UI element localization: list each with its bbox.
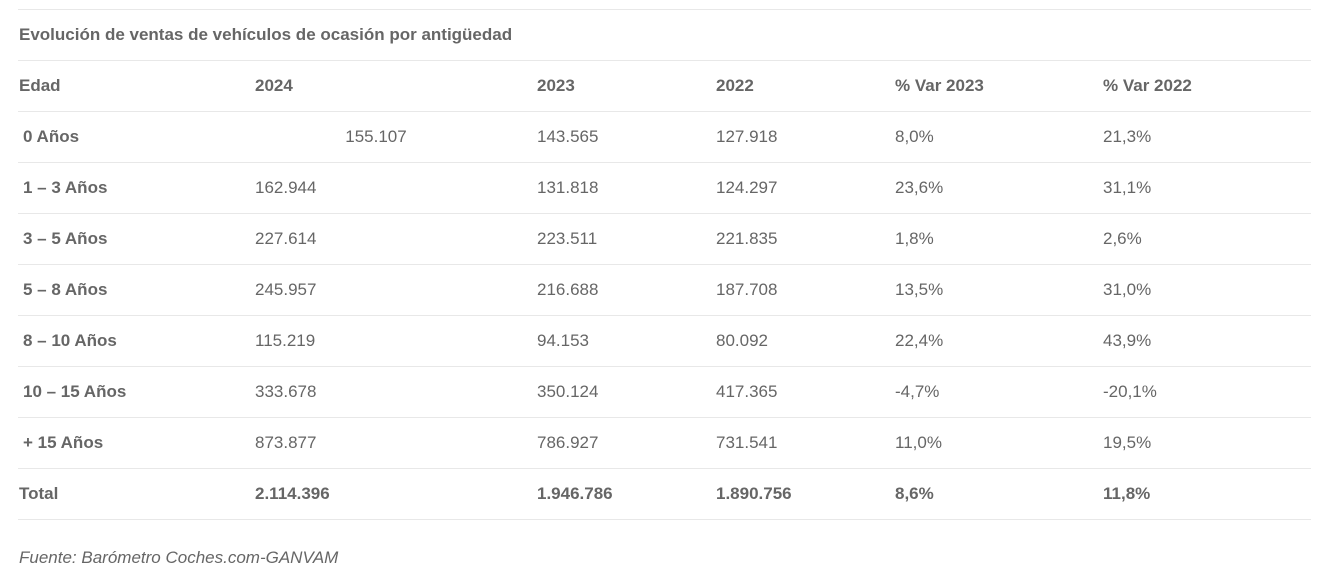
cell-var-2023: 13,5% — [895, 264, 1103, 316]
cell-var-2022: 31,0% — [1103, 264, 1312, 316]
cell-var-2023: 23,6% — [895, 162, 1103, 214]
total-2024: 2.114.396 — [255, 468, 537, 520]
row-age-label: 8 – 10 Años — [18, 315, 255, 367]
cell-2024: 227.614 — [255, 213, 537, 265]
sales-table-container: Evolución de ventas de vehículos de ocas… — [18, 9, 1312, 520]
cell-var-2023: 1,8% — [895, 213, 1103, 265]
total-var-2022: 11,8% — [1103, 468, 1312, 520]
cell-var-2022: 19,5% — [1103, 417, 1312, 469]
row-age-label: 10 – 15 Años — [18, 366, 255, 418]
cell-2024: 162.944 — [255, 162, 537, 214]
total-2022: 1.890.756 — [716, 468, 895, 520]
row-age-label: 1 – 3 Años — [18, 162, 255, 214]
cell-2022: 127.918 — [716, 111, 895, 163]
cell-2023: 223.511 — [537, 213, 716, 265]
cell-2023: 143.565 — [537, 111, 716, 163]
cell-2024: 245.957 — [255, 264, 537, 316]
cell-2023: 94.153 — [537, 315, 716, 367]
table-row: 10 – 15 Años 333.678 350.124 417.365 -4,… — [18, 366, 1312, 418]
cell-var-2022: 43,9% — [1103, 315, 1312, 367]
sales-by-age-table: Evolución de ventas de vehículos de ocas… — [18, 9, 1312, 520]
table-header-row: Edad 2024 2023 2022 % Var 2023 % Var 202… — [18, 60, 1312, 112]
cell-2023: 131.818 — [537, 162, 716, 214]
row-age-label: 0 Años — [18, 111, 255, 163]
table-row: 1 – 3 Años 162.944 131.818 124.297 23,6%… — [18, 162, 1312, 214]
cell-2023: 216.688 — [537, 264, 716, 316]
total-2023: 1.946.786 — [537, 468, 716, 520]
table-row: 5 – 8 Años 245.957 216.688 187.708 13,5%… — [18, 264, 1312, 316]
header-edad: Edad — [18, 60, 255, 112]
table-row: + 15 Años 873.877 786.927 731.541 11,0% … — [18, 417, 1312, 469]
header-2022: 2022 — [716, 60, 895, 112]
cell-2022: 80.092 — [716, 315, 895, 367]
row-age-label: + 15 Años — [18, 417, 255, 469]
cell-2022: 417.365 — [716, 366, 895, 418]
cell-var-2022: 21,3% — [1103, 111, 1312, 163]
cell-var-2022: 31,1% — [1103, 162, 1312, 214]
row-age-label: 5 – 8 Años — [18, 264, 255, 316]
cell-2022: 221.835 — [716, 213, 895, 265]
cell-2022: 731.541 — [716, 417, 895, 469]
cell-2022: 187.708 — [716, 264, 895, 316]
cell-var-2022: -20,1% — [1103, 366, 1312, 418]
cell-2024: 155.107 — [255, 111, 537, 163]
cell-var-2023: 8,0% — [895, 111, 1103, 163]
cell-2024: 333.678 — [255, 366, 537, 418]
table-row: 8 – 10 Años 115.219 94.153 80.092 22,4% … — [18, 315, 1312, 367]
row-age-label: 3 – 5 Años — [18, 213, 255, 265]
cell-var-2022: 2,6% — [1103, 213, 1312, 265]
cell-var-2023: 11,0% — [895, 417, 1103, 469]
cell-2023: 786.927 — [537, 417, 716, 469]
source-note: Fuente: Barómetro Coches.com-GANVAM — [19, 548, 339, 567]
table-total-row: Total 2.114.396 1.946.786 1.890.756 8,6%… — [18, 468, 1312, 520]
total-label: Total — [18, 468, 255, 520]
header-var-2023: % Var 2023 — [895, 60, 1103, 112]
cell-var-2023: 22,4% — [895, 315, 1103, 367]
cell-2023: 350.124 — [537, 366, 716, 418]
cell-2024: 873.877 — [255, 417, 537, 469]
cell-2022: 124.297 — [716, 162, 895, 214]
table-title-row: Evolución de ventas de vehículos de ocas… — [18, 9, 1312, 61]
cell-2024: 115.219 — [255, 315, 537, 367]
total-var-2023: 8,6% — [895, 468, 1103, 520]
header-2023: 2023 — [537, 60, 716, 112]
header-var-2022: % Var 2022 — [1103, 60, 1312, 112]
table-title: Evolución de ventas de vehículos de ocas… — [18, 9, 1312, 61]
cell-var-2023: -4,7% — [895, 366, 1103, 418]
table-row: 0 Años 155.107 143.565 127.918 8,0% 21,3… — [18, 111, 1312, 163]
header-2024: 2024 — [255, 60, 537, 112]
table-row: 3 – 5 Años 227.614 223.511 221.835 1,8% … — [18, 213, 1312, 265]
